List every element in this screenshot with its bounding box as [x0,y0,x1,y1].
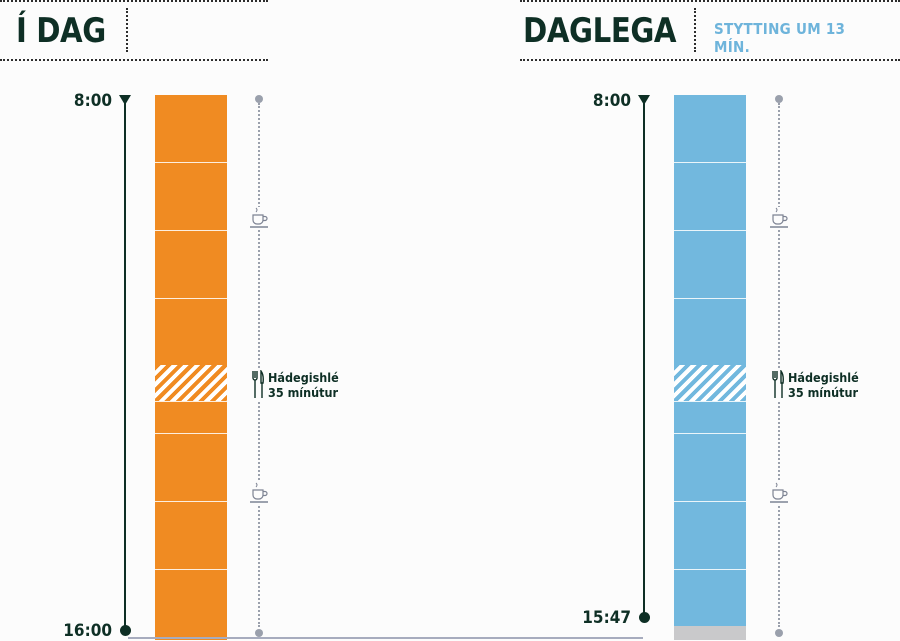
today-start-time: 8:00 [73,91,112,111]
daily-reduction-segment [674,626,746,640]
daily-lunch-label: Hádegishlé 35 mínútur [788,370,859,400]
today-header-bottom-rule [0,59,268,61]
hour-divider [674,401,746,402]
hour-divider [155,401,227,402]
daily-header-bottom-rule [520,59,900,61]
today-header-top-rule [0,0,268,2]
today-break-line-start [255,95,263,103]
daily-break-line-end [775,629,783,637]
hour-divider [674,162,746,163]
coffee-cup-icon [249,482,269,504]
hour-divider [155,569,227,570]
hour-divider [155,162,227,163]
today-lunch-hatch [155,365,227,401]
hour-divider [155,230,227,231]
fork-knife-icon [771,370,785,400]
daily-break-line-start [775,95,783,103]
daily-start-time: 8:00 [592,91,631,111]
today-title: Í DAG [16,11,106,51]
hour-divider [674,230,746,231]
lunch-duration: 35 mínútur [788,385,859,400]
hour-divider [674,433,746,434]
today-end-dot [119,625,131,636]
today-header-divider [126,8,128,52]
coffee-cup-icon [249,207,269,229]
daily-lunch-hatch [674,365,746,401]
daily-workday-bar [674,95,746,626]
lunch-title: Hádegishlé [788,370,859,385]
hour-divider [155,501,227,502]
daily-title: DAGLEGA [523,11,677,51]
today-workday-bar [155,95,227,640]
hour-divider [155,433,227,434]
today-break-line-end [255,629,263,637]
daily-break-line [778,103,780,627]
daily-header-divider [694,8,696,52]
hour-divider [674,569,746,570]
today-timeline [124,100,126,630]
lunch-title: Hádegishlé [268,370,339,385]
coffee-cup-icon [769,207,789,229]
today-end-time: 16:00 [63,621,112,641]
hour-divider [674,501,746,502]
today-break-line [258,103,260,627]
baseline [128,637,643,639]
daily-timeline [643,100,645,614]
daily-end-dot [638,612,650,623]
daily-header-top-rule [520,0,900,2]
hour-divider [155,298,227,299]
fork-knife-icon [251,370,265,400]
daily-end-time: 15:47 [582,608,631,628]
lunch-duration: 35 mínútur [268,385,339,400]
today-lunch-label: Hádegishlé 35 mínútur [268,370,339,400]
coffee-cup-icon [769,482,789,504]
hour-divider [674,298,746,299]
daily-subtitle: STYTTING UM 13 MÍN. [714,20,846,56]
